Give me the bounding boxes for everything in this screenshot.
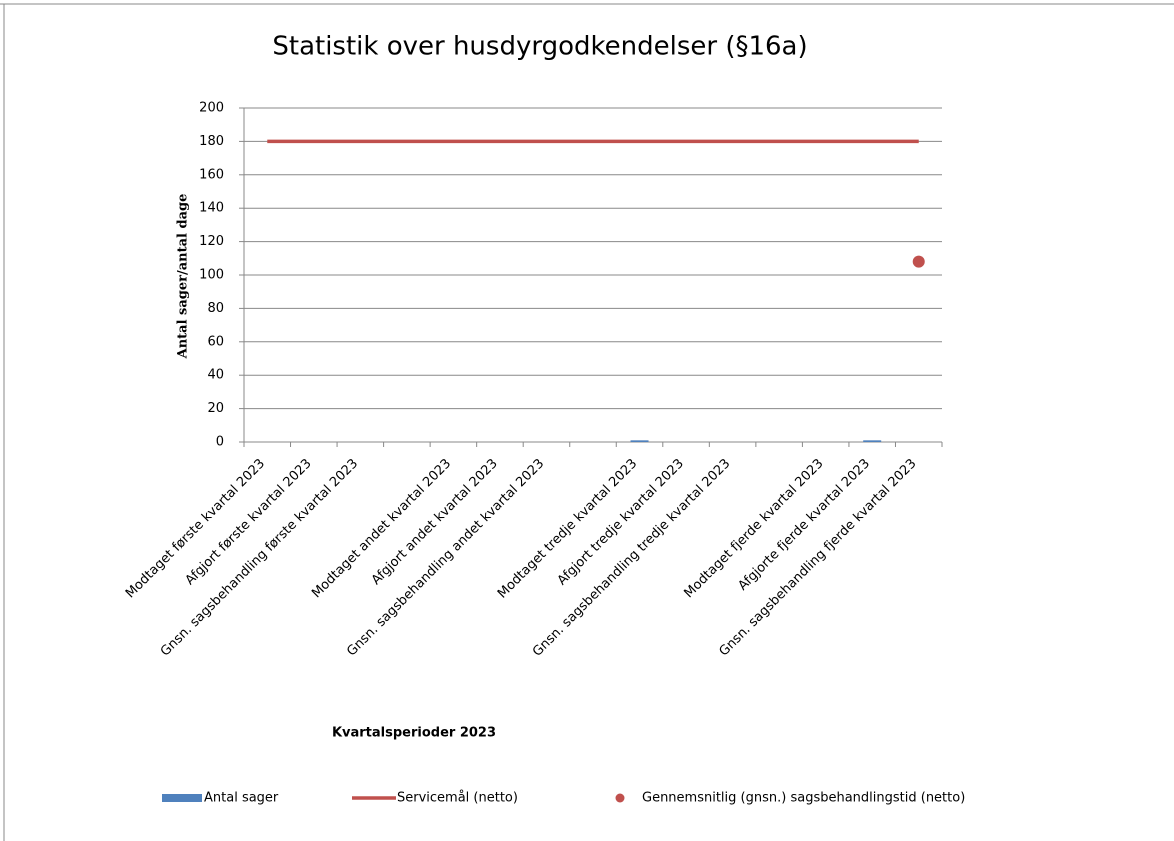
x-tick-label: Gnsn. sagsbehandling fjerde kvartal 2023 bbox=[716, 456, 919, 659]
x-tick-label: Gnsn. sagsbehandling første kvartal 2023 bbox=[158, 456, 361, 659]
y-tick-label: 120 bbox=[199, 234, 224, 249]
y-tick-label: 180 bbox=[199, 134, 224, 149]
bar bbox=[863, 440, 882, 442]
y-axis-label: Antal sager/antal dage bbox=[176, 194, 191, 360]
y-tick-label: 200 bbox=[199, 101, 224, 116]
y-tick-label: 20 bbox=[207, 401, 224, 416]
legend-label: Gennemsnitlig (gnsn.) sagsbehandlingstid… bbox=[642, 791, 965, 806]
x-tick-label: Gnsn. sagsbehandling andet kvartal 2023 bbox=[344, 456, 547, 659]
x-tick-label: Gnsn. sagsbehandling tredje kvartal 2023 bbox=[530, 456, 733, 659]
legend-swatch bbox=[162, 794, 202, 802]
y-tick-label: 140 bbox=[199, 201, 224, 216]
y-tick-label: 160 bbox=[199, 167, 224, 182]
chart-title: Statistik over husdyrgodkendelser (§16a) bbox=[272, 32, 807, 62]
y-tick-label: 60 bbox=[207, 334, 224, 349]
legend-swatch bbox=[615, 793, 625, 803]
y-tick-label: 80 bbox=[207, 301, 224, 316]
y-tick-label: 0 bbox=[216, 435, 224, 450]
legend-label: Servicemål (netto) bbox=[397, 791, 518, 806]
legend-label: Antal sager bbox=[204, 791, 279, 806]
y-tick-label: 100 bbox=[199, 268, 224, 283]
point bbox=[912, 255, 925, 268]
x-axis-label: Kvartalsperioder 2023 bbox=[332, 726, 496, 741]
bar bbox=[630, 440, 649, 442]
y-tick-label: 40 bbox=[207, 368, 224, 383]
